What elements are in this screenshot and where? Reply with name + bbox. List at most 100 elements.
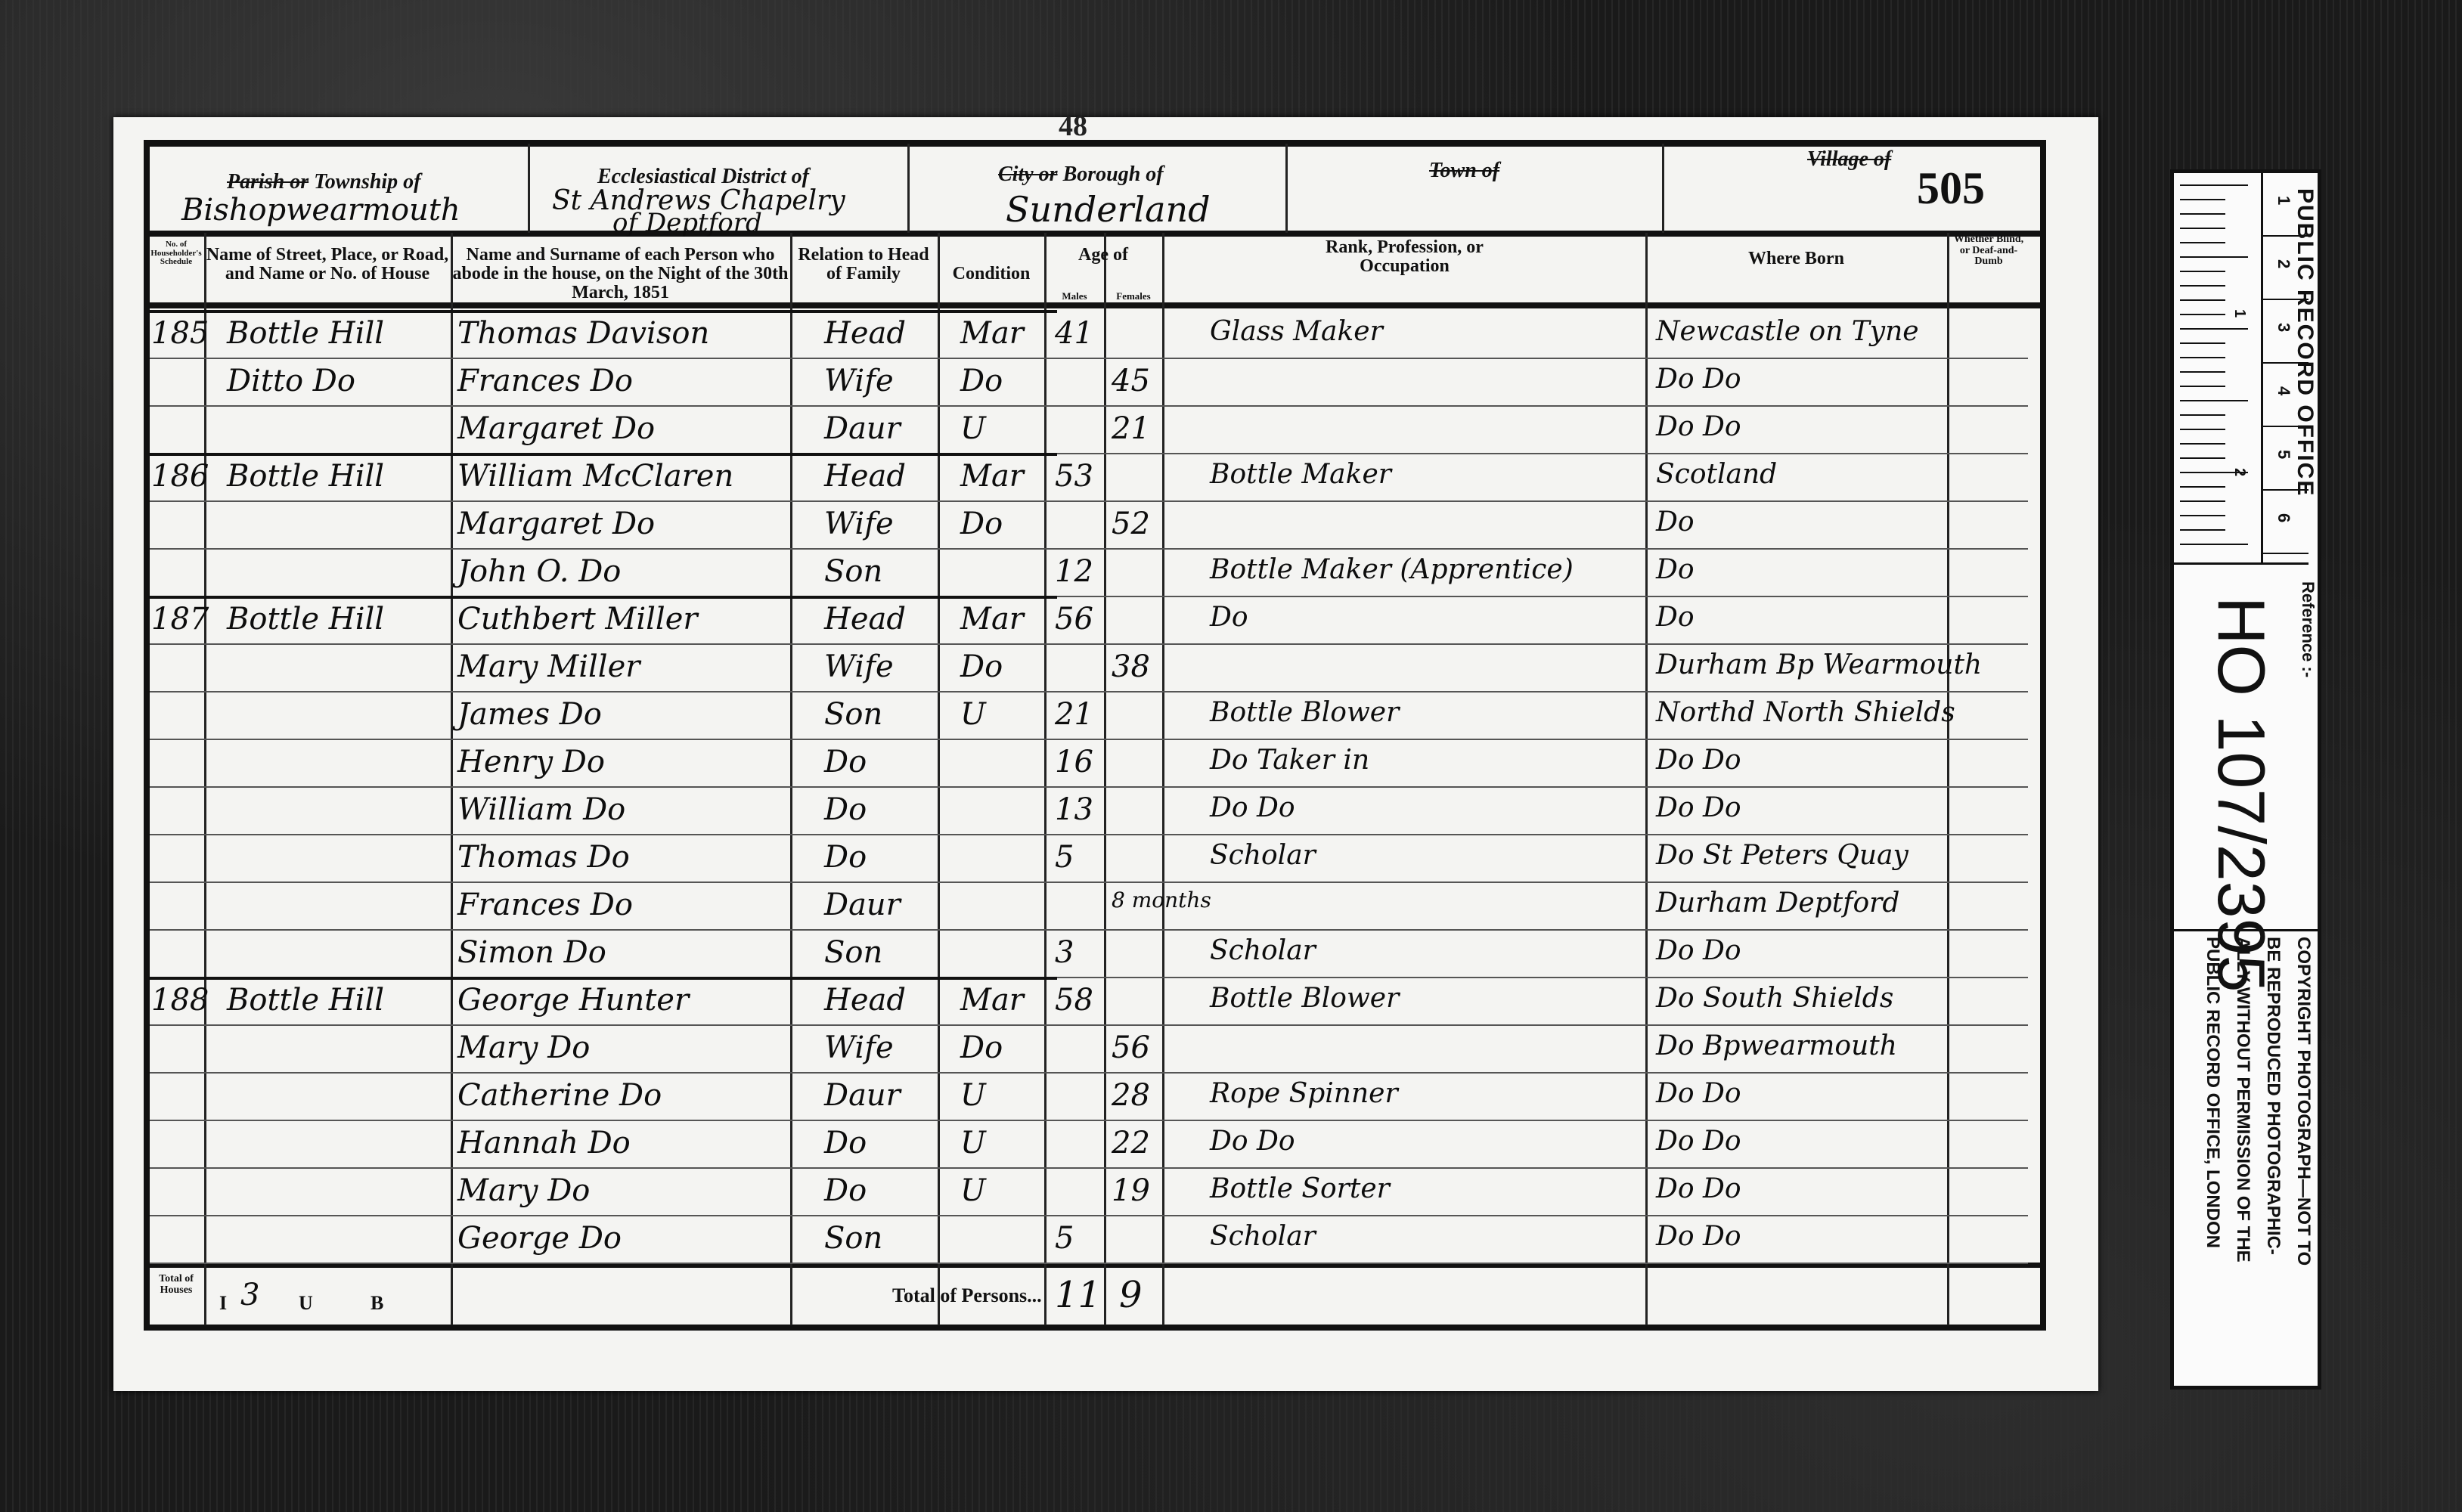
- relation: Head: [824, 602, 907, 637]
- street-name: Bottle Hill: [227, 602, 385, 637]
- row-rule: [150, 929, 2028, 931]
- row-rule: [150, 691, 2028, 692]
- condition: Mar: [960, 316, 1024, 351]
- birthplace: Do Bpwearmouth: [1656, 1030, 1897, 1061]
- ruler-tick: [2180, 199, 2225, 200]
- row-rule: [150, 881, 2028, 883]
- birthplace: Do Do: [1656, 935, 1741, 966]
- ruler-tick: [2180, 314, 2225, 315]
- person-name: John O. Do: [457, 554, 622, 589]
- ruler-tick: [2180, 342, 2225, 344]
- uninhabited-label: U: [299, 1292, 313, 1314]
- scale-number: 1: [2274, 196, 2293, 206]
- household-separator: [150, 596, 1057, 599]
- person-name: James Do: [457, 697, 602, 732]
- street-name: Ditto Do: [227, 364, 355, 398]
- condition: Mar: [960, 459, 1024, 494]
- female-age: 28: [1112, 1078, 1150, 1113]
- relation: Do: [824, 840, 867, 875]
- township-value: Bishopwearmouth: [181, 193, 460, 228]
- person-name: Frances Do: [457, 364, 633, 398]
- relation: Daur: [824, 1078, 901, 1113]
- ecclesiastical-value-2: of Deptford: [612, 208, 762, 238]
- row-rule: [150, 1215, 2028, 1216]
- scale-number: 3: [2274, 323, 2293, 333]
- parish-label-struck: Parish or: [227, 170, 309, 194]
- condition: Do: [960, 507, 1003, 541]
- row-rule: [150, 1024, 2028, 1026]
- ecclesiastical-label: Ecclesiastical District of: [597, 165, 809, 188]
- birthplace: Newcastle on Tyne: [1656, 316, 1919, 347]
- row-rule: [150, 1167, 2028, 1169]
- ruler-tick: [2180, 213, 2225, 215]
- total-rule-top: [144, 1263, 2040, 1268]
- schedule-number: 188: [151, 983, 209, 1018]
- col-name: Name and Surname of each Person who abod…: [452, 245, 789, 303]
- birthplace: Northd North Shields: [1656, 697, 1955, 728]
- relation: Wife: [824, 364, 894, 398]
- col-blind: Whether Blind, or Deaf-and-Dumb: [1953, 234, 2024, 268]
- birthplace: Durham Bp Wearmouth: [1656, 649, 1983, 680]
- birthplace: Do Do: [1656, 364, 1741, 395]
- relation: Head: [824, 459, 907, 494]
- birthplace: Do South Shields: [1656, 983, 1894, 1014]
- person-name: Catherine Do: [457, 1078, 662, 1113]
- male-age: 5: [1055, 840, 1074, 875]
- divider: [1285, 144, 1288, 233]
- copyright-line-2: BE REPRODUCED PHOTOGRAPHIC-: [2263, 937, 2284, 1255]
- row-rule: [150, 1072, 2028, 1074]
- occupation: Do Do: [1210, 1126, 1295, 1157]
- person-name: Margaret Do: [457, 507, 656, 541]
- ruler-tick: [2180, 457, 2225, 459]
- borough-label: City or Borough of: [998, 163, 1164, 187]
- person-name: Henry Do: [457, 745, 605, 779]
- male-age: 58: [1055, 983, 1093, 1018]
- ruler-tick: [2180, 242, 2225, 243]
- row-rule: [150, 500, 2028, 502]
- person-name: Thomas Do: [457, 840, 630, 875]
- person-name: Thomas Davison: [457, 316, 710, 351]
- divider: [2174, 929, 2318, 931]
- scale-box: 2: [2263, 237, 2309, 300]
- person-name: George Hunter: [457, 983, 690, 1018]
- divider: [528, 144, 530, 233]
- column-divider: [1104, 233, 1106, 1325]
- ruler-tick: [2180, 544, 2248, 545]
- schedule-number: 186: [151, 459, 209, 494]
- birthplace: Do Do: [1656, 1126, 1741, 1157]
- row-rule: [150, 548, 2028, 550]
- female-age: 45: [1112, 364, 1150, 398]
- occupation: Bottle Sorter: [1210, 1173, 1390, 1204]
- village-label-struck: Village of: [1807, 147, 1892, 171]
- inhabited-value: 3: [240, 1278, 260, 1312]
- birthplace: Do Do: [1656, 1173, 1741, 1204]
- column-divider: [204, 233, 206, 1325]
- divider: [907, 144, 910, 233]
- col-occupation: Rank, Profession, or Occupation: [1326, 237, 1484, 277]
- col-females: Females: [1116, 290, 1151, 302]
- occupation: Glass Maker: [1210, 316, 1383, 347]
- birthplace: Scotland: [1656, 459, 1778, 490]
- condition: U: [960, 411, 986, 446]
- household-separator: [150, 977, 1057, 980]
- male-age: 41: [1055, 316, 1093, 351]
- page-stamp: 48: [1059, 110, 1087, 142]
- condition: U: [960, 1078, 986, 1113]
- person-name: William Do: [457, 792, 626, 827]
- relation: Do: [824, 1126, 867, 1160]
- condition: U: [960, 697, 986, 732]
- ruler-tick: [2180, 515, 2225, 516]
- borough-label-text: Borough of: [1062, 163, 1164, 186]
- female-age: 52: [1112, 507, 1150, 541]
- total-persons-label: Total of Persons...: [892, 1284, 1042, 1306]
- birthplace: Do St Peters Quay: [1656, 840, 1909, 871]
- ruler-tick: [2180, 357, 2225, 358]
- scale-number: 4: [2274, 386, 2293, 396]
- birthplace: Do Do: [1656, 1078, 1741, 1109]
- birthplace: Do Do: [1656, 411, 1741, 442]
- occupation: Bottle Maker (Apprentice): [1210, 554, 1574, 585]
- male-age: 56: [1055, 602, 1093, 637]
- column-divider: [1645, 233, 1648, 1325]
- ruler-tick: [2180, 299, 2225, 301]
- reference-label: Reference :-: [2299, 581, 2318, 678]
